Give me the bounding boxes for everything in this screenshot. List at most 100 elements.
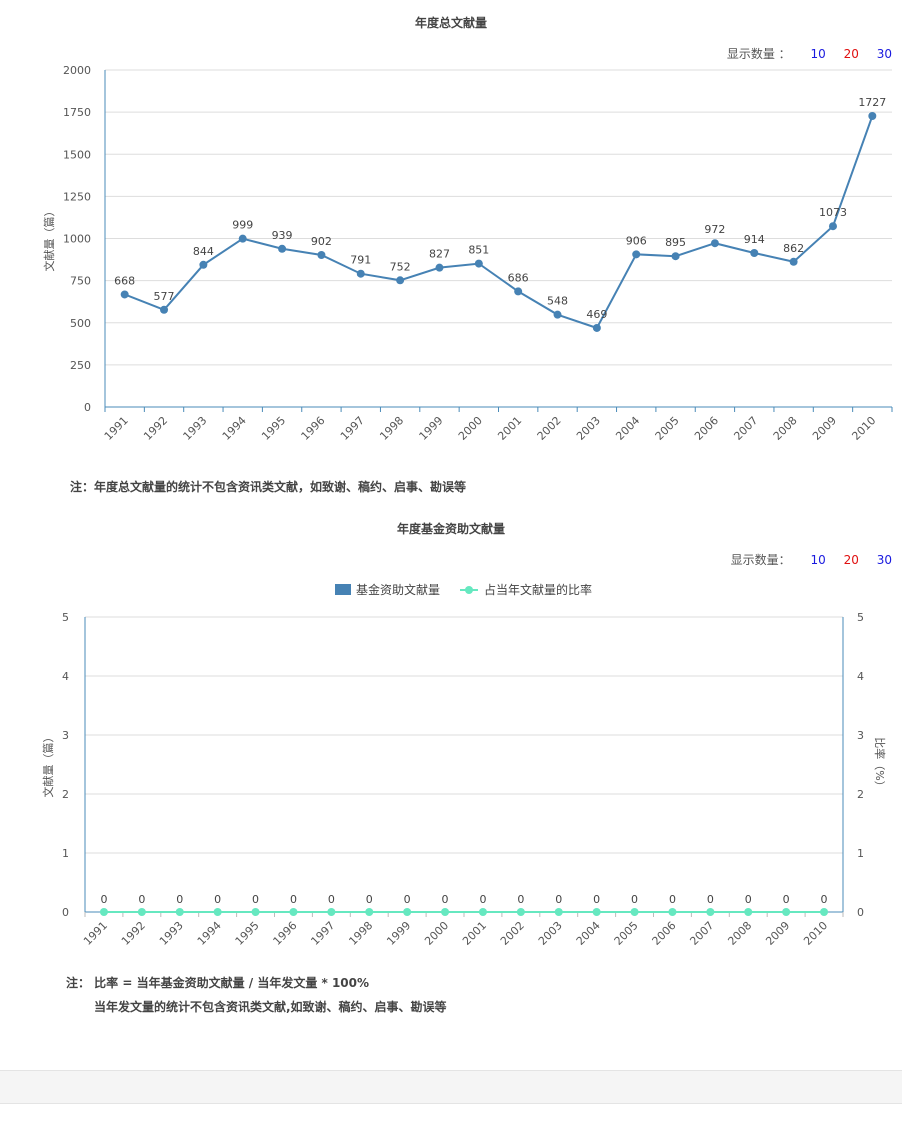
y2-tick-label: 5 <box>857 611 864 624</box>
data-point <box>828 222 837 231</box>
x-tick-label: 2000 <box>422 919 451 948</box>
data-label: 902 <box>311 235 332 248</box>
x-tick-label: 1994 <box>195 919 224 948</box>
data-label: 668 <box>114 274 135 287</box>
chart2-note-line2: 当年发文量的统计不包含资讯类文献,如致谢、稿约、启事、勘误等 <box>94 1000 447 1014</box>
ratio-data-point <box>630 908 639 916</box>
data-label: 914 <box>744 233 765 246</box>
x-tick-label: 1998 <box>377 414 406 443</box>
y-tick-label: 1750 <box>63 106 91 119</box>
x-tick-label: 1995 <box>233 919 262 948</box>
x-tick-label: 2001 <box>460 919 489 948</box>
data-label: 0 <box>100 893 107 906</box>
ratio-data-point <box>137 908 146 916</box>
x-tick-label: 1999 <box>417 414 446 443</box>
data-label: 0 <box>745 893 752 906</box>
data-label: 0 <box>214 893 221 906</box>
data-point <box>710 239 719 248</box>
y-tick-label: 5 <box>62 611 69 624</box>
data-label: 0 <box>593 893 600 906</box>
ratio-data-point <box>251 908 260 916</box>
ratio-data-point <box>403 908 412 916</box>
display-count-30-link[interactable]: 30 <box>876 553 892 567</box>
y-tick-label: 1 <box>62 847 69 860</box>
series-line <box>124 115 874 330</box>
data-label: 791 <box>350 254 371 267</box>
ratio-data-point <box>289 908 298 916</box>
y-axis-title: 文献量（篇） <box>42 206 56 272</box>
ratio-data-point <box>706 908 715 916</box>
ratio-data-point <box>441 908 450 916</box>
x-tick-label: 2003 <box>536 919 565 948</box>
y-tick-label: 2 <box>62 788 69 801</box>
ratio-data-point <box>327 908 336 916</box>
display-count-label: 显示数量： <box>730 553 791 567</box>
data-label: 0 <box>176 893 183 906</box>
x-tick-label: 1992 <box>141 414 170 443</box>
data-point <box>750 248 759 257</box>
x-tick-label: 2010 <box>801 919 830 948</box>
x-tick-label: 1997 <box>338 414 367 443</box>
x-tick-label: 2009 <box>810 414 839 443</box>
ratio-data-point <box>99 908 108 916</box>
y2-tick-label: 0 <box>857 906 864 919</box>
chart1-note: 注：年度总文献量的统计不包含资讯类文献，如致谢、稿约、启事、勘误等 <box>70 480 467 494</box>
ratio-data-point <box>668 908 677 916</box>
data-point <box>396 276 405 285</box>
y2-axis-title: 比率（%） <box>873 737 887 791</box>
data-label: 469 <box>586 308 607 321</box>
x-tick-label: 1991 <box>102 414 131 443</box>
y-tick-label: 3 <box>62 729 69 742</box>
legend-bar-label: 基金资助文献量 <box>356 582 440 597</box>
y-tick-label: 2000 <box>63 64 91 77</box>
data-label: 0 <box>707 893 714 906</box>
x-tick-label: 2006 <box>692 414 721 443</box>
display-count-10-link[interactable]: 10 <box>810 47 826 61</box>
data-label: 0 <box>479 893 486 906</box>
data-label: 0 <box>783 893 790 906</box>
data-label: 0 <box>517 893 524 906</box>
x-tick-label: 2000 <box>456 414 485 443</box>
x-tick-label: 2006 <box>650 919 679 948</box>
data-label: 0 <box>290 893 297 906</box>
x-tick-label: 2004 <box>574 919 603 948</box>
data-label: 0 <box>669 893 676 906</box>
data-label: 0 <box>328 893 335 906</box>
data-label: 827 <box>429 248 450 261</box>
funded-literature-combo-chart: 基金资助文献量 占当年文献量的比率 0 0 1 1 2 2 3 3 4 4 5 5 1991 1992 1993… <box>41 582 887 948</box>
x-tick-label: 2008 <box>771 414 800 443</box>
display-count-20-link[interactable]: 20 <box>843 47 859 61</box>
y-tick-label: 4 <box>62 670 69 683</box>
x-tick-label: 1998 <box>346 919 375 948</box>
data-point <box>671 252 680 261</box>
data-point <box>317 251 326 260</box>
x-tick-label: 1996 <box>271 919 300 948</box>
data-label: 1727 <box>858 96 886 109</box>
data-label: 844 <box>193 245 214 258</box>
display-count-10-link[interactable]: 10 <box>810 553 826 567</box>
data-point <box>238 234 247 243</box>
x-tick-label: 1995 <box>259 414 288 443</box>
x-tick-label: 2002 <box>535 414 564 443</box>
data-label: 577 <box>154 290 175 303</box>
y-tick-label: 750 <box>70 275 91 288</box>
data-point <box>199 260 208 269</box>
x-tick-label: 1999 <box>384 919 413 948</box>
x-tick-label: 2010 <box>849 414 878 443</box>
ratio-data-point <box>213 908 222 916</box>
y-tick-label: 500 <box>70 317 91 330</box>
data-label: 939 <box>272 229 293 242</box>
x-tick-label: 2005 <box>612 919 641 948</box>
chart2-note-line1: 注： 比率 = 当年基金资助文献量 / 当年发文量 * 100% <box>66 976 370 990</box>
legend-line-label: 占当年文献量的比率 <box>484 582 592 597</box>
data-label: 0 <box>252 893 259 906</box>
legend-bar-swatch <box>335 584 351 595</box>
ratio-data-point <box>175 908 184 916</box>
data-label: 0 <box>138 893 145 906</box>
display-count-30-link[interactable]: 30 <box>876 47 892 61</box>
data-label: 0 <box>821 893 828 906</box>
x-tick-label: 2007 <box>731 414 760 443</box>
display-count-20-link[interactable]: 20 <box>843 553 859 567</box>
data-point <box>160 305 169 314</box>
x-tick-label: 1997 <box>308 919 337 948</box>
